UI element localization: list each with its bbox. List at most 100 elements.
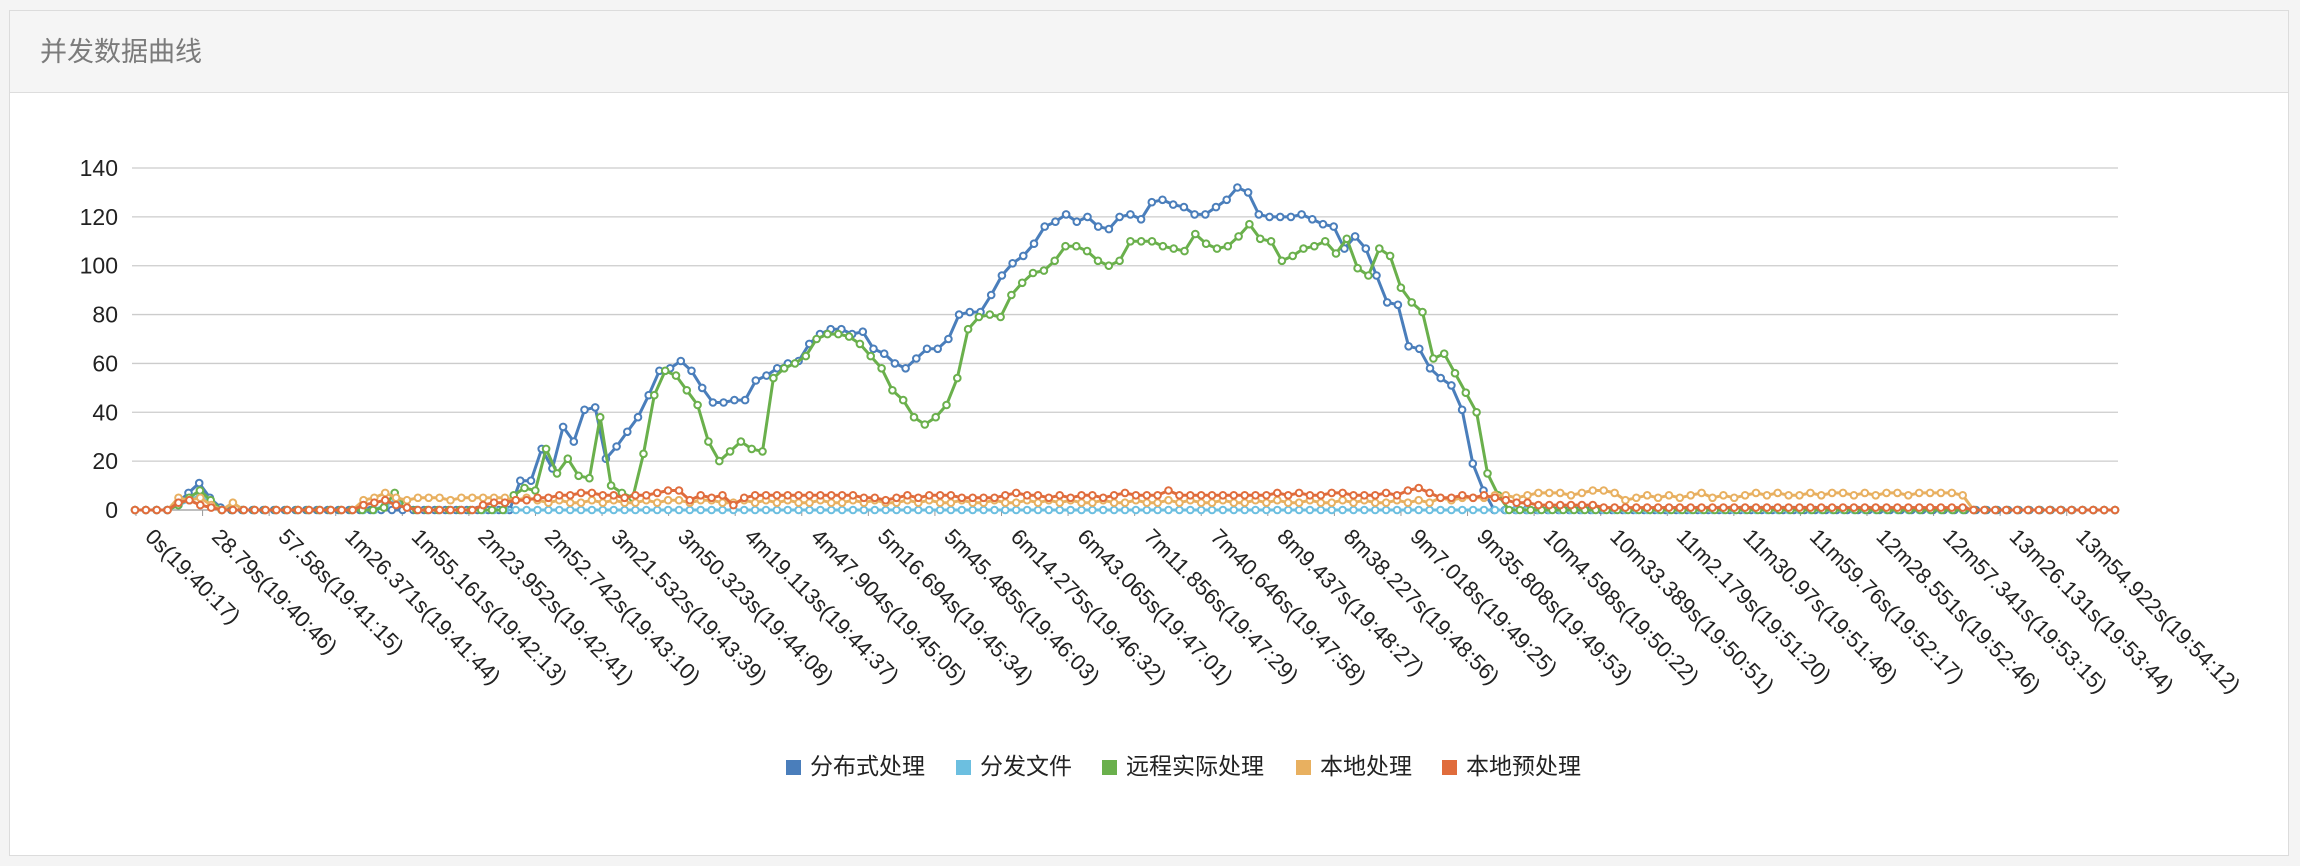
data-point-series-1 xyxy=(837,505,847,515)
legend-swatch-3[interactable] xyxy=(1296,760,1311,775)
data-point-series-3 xyxy=(196,493,205,503)
data-point-series-3 xyxy=(413,493,423,503)
data-point-series-2 xyxy=(1234,232,1243,241)
data-point-series-0 xyxy=(1126,210,1135,219)
data-point-series-4 xyxy=(1175,491,1184,500)
data-point-series-1 xyxy=(1098,505,1108,515)
legend-item-label[interactable]: 本地预处理 xyxy=(1466,754,1581,780)
data-point-series-4 xyxy=(304,505,314,515)
data-point-series-4 xyxy=(2023,505,2033,515)
data-point-series-1 xyxy=(848,505,858,515)
data-point-series-4 xyxy=(402,503,412,512)
data-point-series-3 xyxy=(1545,488,1554,498)
data-point-series-2 xyxy=(1515,505,1525,515)
legend-item-label[interactable]: 分布式处理 xyxy=(810,754,925,780)
data-point-series-3 xyxy=(1621,495,1630,505)
y-tick-label: 120 xyxy=(80,204,118,230)
data-point-series-2 xyxy=(1115,256,1124,266)
data-point-series-1 xyxy=(903,505,912,515)
data-point-series-0 xyxy=(623,427,632,437)
data-point-series-1 xyxy=(707,505,716,515)
data-point-series-2 xyxy=(660,366,670,376)
data-point-series-3 xyxy=(1914,488,1924,498)
data-point-series-4 xyxy=(1066,493,1075,503)
data-point-series-0 xyxy=(687,366,696,376)
data-point-series-4 xyxy=(914,493,923,503)
data-point-series-2 xyxy=(996,312,1005,322)
data-point-series-1 xyxy=(739,505,749,515)
data-point-series-4 xyxy=(478,500,488,510)
data-point-series-4 xyxy=(1577,500,1587,510)
data-point-series-4 xyxy=(1697,503,1706,512)
data-point-series-1 xyxy=(957,505,967,515)
data-point-series-1 xyxy=(1251,505,1260,515)
data-point-series-3 xyxy=(674,495,684,505)
data-point-series-3 xyxy=(1577,488,1587,498)
data-point-series-3 xyxy=(1904,491,1913,500)
legend-item-label[interactable]: 本地处理 xyxy=(1320,754,1412,780)
data-point-series-4 xyxy=(1512,498,1521,508)
data-point-series-2 xyxy=(1007,290,1016,300)
data-point-series-4 xyxy=(1708,503,1717,512)
data-point-series-0 xyxy=(740,395,750,405)
data-point-series-4 xyxy=(946,491,956,500)
data-point-series-4 xyxy=(1893,503,1902,512)
data-point-series-2 xyxy=(1082,246,1092,256)
y-tick-label: 80 xyxy=(92,302,118,328)
data-point-series-0 xyxy=(1222,195,1231,205)
data-point-series-1 xyxy=(631,505,640,515)
data-point-series-4 xyxy=(2034,505,2044,515)
data-point-series-4 xyxy=(1305,491,1315,500)
legend-swatch-4[interactable] xyxy=(1442,760,1457,775)
data-point-series-3 xyxy=(1262,498,1271,508)
legend-item-label[interactable]: 远程实际处理 xyxy=(1126,754,1264,780)
data-point-series-4 xyxy=(1044,493,1054,503)
data-point-series-2 xyxy=(1472,408,1481,417)
legend-swatch-0[interactable] xyxy=(786,760,801,775)
data-point-series-2 xyxy=(985,310,995,319)
data-point-series-3 xyxy=(1697,488,1706,498)
data-point-series-4 xyxy=(141,505,151,515)
data-point-series-4 xyxy=(1349,491,1358,500)
data-point-series-1 xyxy=(576,505,586,515)
data-point-series-4 xyxy=(1991,505,2000,515)
data-point-series-4 xyxy=(1599,503,1608,512)
data-point-series-4 xyxy=(1751,503,1761,512)
panel-header: 并发数据曲线 xyxy=(10,11,2288,93)
data-point-series-1 xyxy=(805,505,814,515)
data-point-series-1 xyxy=(663,505,673,515)
data-point-series-4 xyxy=(468,505,477,515)
data-point-series-4 xyxy=(1610,503,1619,512)
data-point-series-4 xyxy=(783,491,793,500)
data-point-series-3 xyxy=(1827,488,1837,498)
data-point-series-1 xyxy=(881,505,891,515)
data-point-series-3 xyxy=(1153,498,1162,508)
legend-swatch-1[interactable] xyxy=(956,760,971,775)
data-point-series-1 xyxy=(1403,505,1413,515)
legend-swatch-2[interactable] xyxy=(1102,760,1117,775)
data-point-series-2 xyxy=(1266,237,1276,246)
data-point-series-3 xyxy=(1196,498,1206,508)
data-point-series-2 xyxy=(563,454,573,464)
data-point-series-1 xyxy=(1414,505,1423,515)
data-point-series-2 xyxy=(801,351,811,361)
data-point-series-2 xyxy=(1364,271,1373,280)
data-point-series-3 xyxy=(1327,498,1336,508)
data-point-series-1 xyxy=(1294,505,1304,515)
data-point-series-1 xyxy=(990,505,999,515)
data-point-series-2 xyxy=(1017,278,1027,288)
data-point-series-3 xyxy=(1893,488,1902,498)
data-point-series-4 xyxy=(163,505,172,515)
data-point-series-4 xyxy=(1914,503,1924,512)
legend-item-label[interactable]: 分发文件 xyxy=(980,754,1072,780)
data-point-series-2 xyxy=(1191,229,1200,239)
data-point-series-2 xyxy=(866,351,876,361)
data-point-series-1 xyxy=(1447,505,1456,515)
data-point-series-3 xyxy=(1632,493,1641,503)
data-point-series-4 xyxy=(1022,491,1032,500)
data-point-series-0 xyxy=(1372,271,1381,280)
data-point-series-0 xyxy=(708,398,718,407)
data-point-series-4 xyxy=(1381,488,1391,498)
data-point-series-2 xyxy=(1429,354,1438,363)
data-point-series-2 xyxy=(1093,256,1103,266)
